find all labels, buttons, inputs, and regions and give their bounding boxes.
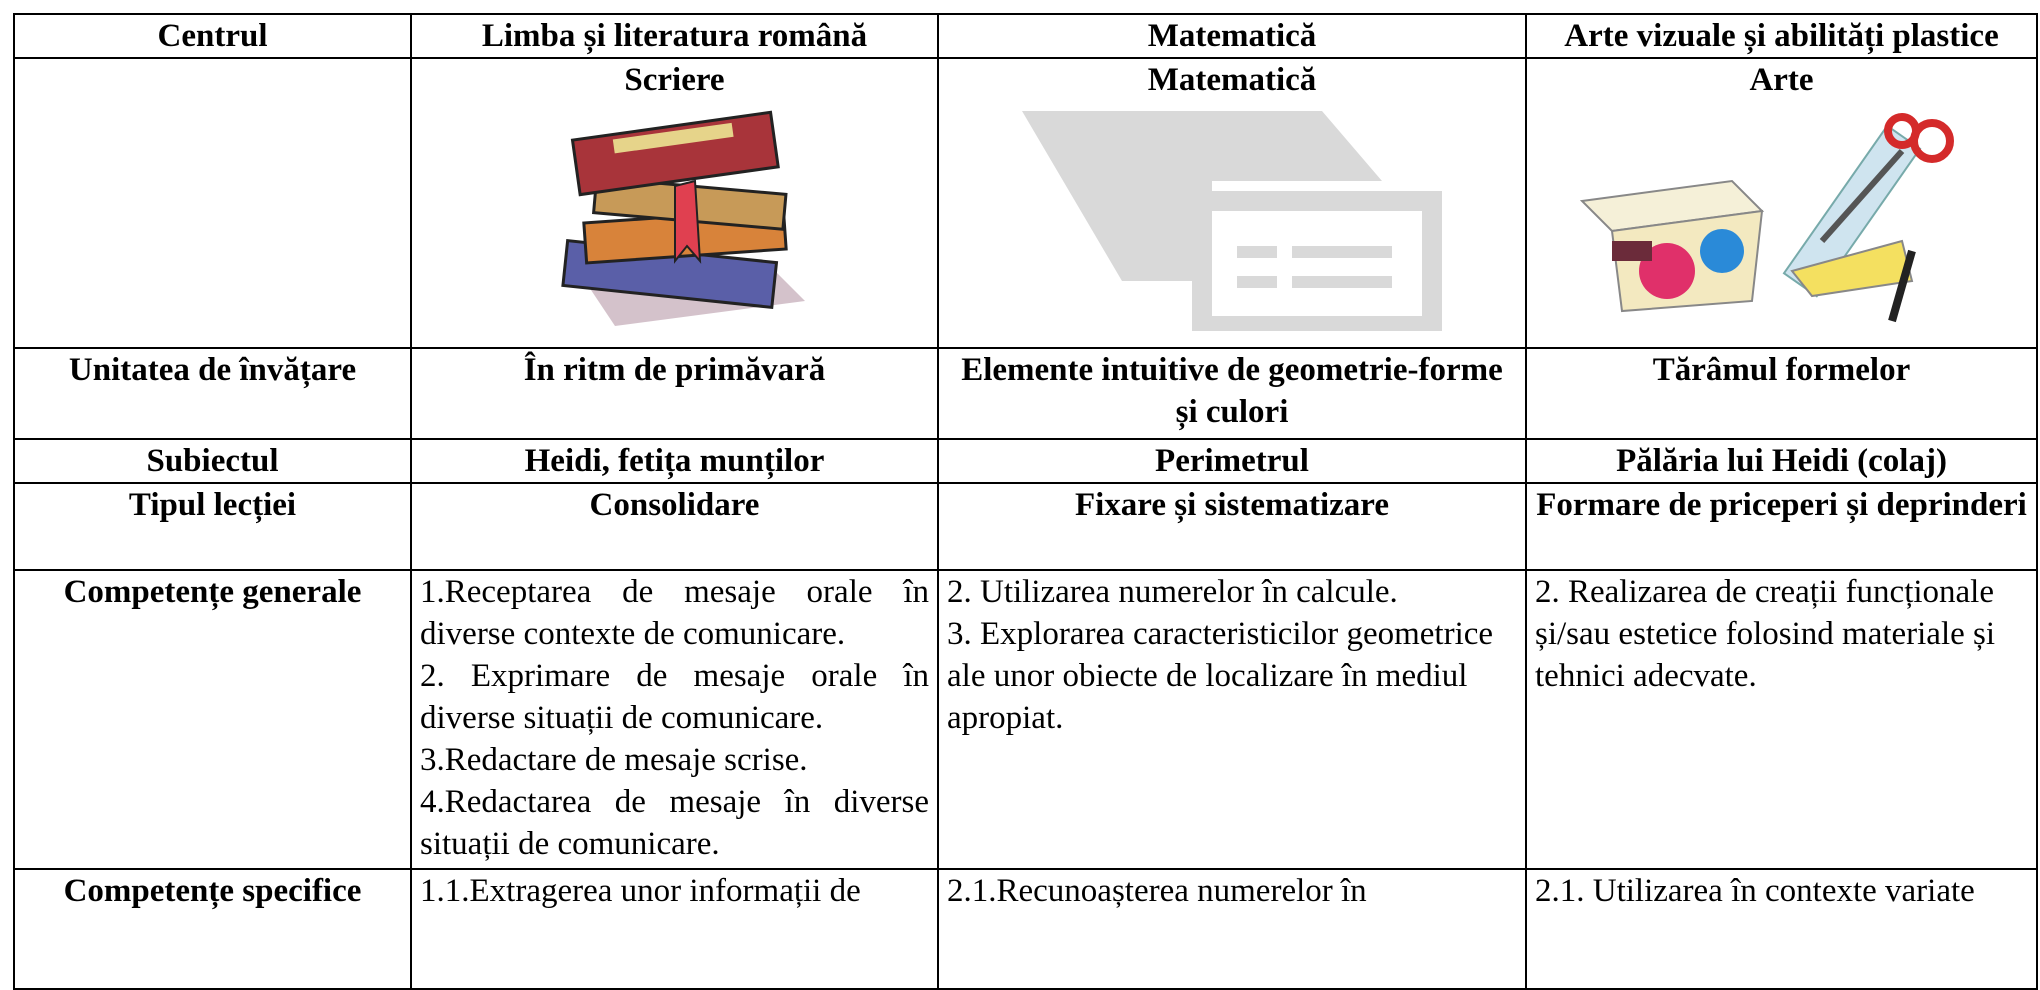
row: Unitatea de învățare În ritm de primăvar… — [13, 347, 2038, 440]
cell: 2. Utilizarea numerelor în calcule. 3. E… — [937, 569, 1527, 870]
row-label: Competențe generale — [13, 569, 412, 870]
center-row: Scriere Matematică — [13, 57, 2038, 349]
cell: 2.1.Recunoașterea numerelor în — [937, 868, 1527, 990]
cell: Formare de priceperi și deprinderi — [1525, 482, 2038, 571]
cell: Heidi, fetița munților — [410, 438, 939, 484]
placeholder-image — [1022, 111, 1442, 331]
cell: Pălăria lui Heidi (colaj) — [1525, 438, 2038, 484]
row-label: Competențe specifice — [13, 868, 412, 990]
cell: 2.1. Utilizarea în contexte variate — [1525, 868, 2038, 990]
header-cell: Arte vizuale și abilități plastice — [1525, 13, 2038, 59]
row: Tipul lecției Consolidare Fixare și sist… — [13, 482, 2038, 571]
list-item: 2.1.Recunoașterea numerelor în — [947, 873, 1367, 909]
cell: Tărâmul formelor — [1525, 347, 2038, 440]
center-title: Scriere — [624, 62, 725, 98]
header-cell: Matematică — [937, 13, 1527, 59]
list-item: 2. Exprimare de mesaje orale în diverse … — [420, 658, 929, 736]
list-item: 2.1. Utilizarea în contexte variate — [1535, 873, 1975, 909]
cell: 1.Receptarea de mesaje orale în diverse … — [410, 569, 939, 870]
header-cell: Centrul — [13, 13, 412, 59]
books-image — [560, 110, 805, 326]
list-item: 3. Explorarea caracteristicilor geometri… — [947, 616, 1494, 736]
center-cell: Matematică — [937, 57, 1527, 349]
row: Competențe generale 1.Receptarea de mesa… — [13, 569, 2038, 870]
list-item: 1.1.Extragerea unor informații de — [420, 873, 861, 909]
list-item: 1.Receptarea de mesaje orale în diverse … — [420, 574, 929, 652]
cell: Elemente intuitive de geometrie-forme și… — [937, 347, 1527, 440]
center-cell: Arte — [1525, 57, 2038, 349]
row: Subiectul Heidi, fetița munților Perimet… — [13, 438, 2038, 484]
art-image — [1579, 113, 1954, 323]
row: Competențe specifice 1.1.Extragerea unor… — [13, 868, 2038, 990]
header-row: Centrul Limba și literatura română Matem… — [13, 13, 2038, 59]
cell — [13, 57, 412, 349]
list-item: 3.Redactare de mesaje scrise. — [420, 742, 808, 778]
cell: În ritm de primăvară — [410, 347, 939, 440]
cell: 1.1.Extragerea unor informații de — [410, 868, 939, 990]
lesson-table: Centrul Limba și literatura română Matem… — [13, 13, 2038, 990]
center-cell: Scriere — [410, 57, 939, 349]
center-title: Matematică — [1147, 62, 1317, 98]
cell: Fixare și sistematizare — [937, 482, 1527, 571]
row-label: Subiectul — [13, 438, 412, 484]
list-item: 2. Utilizarea numerelor în calcule. — [947, 574, 1398, 610]
cell: Perimetrul — [937, 438, 1527, 484]
cell: Consolidare — [410, 482, 939, 571]
page: {"table": { "header": ["Centrul", "Limba… — [13, 13, 2038, 990]
center-title: Arte — [1749, 62, 1814, 98]
cell: 2. Realizarea de creații funcționale și/… — [1525, 569, 2038, 870]
list-item: 2. Realizarea de creații funcționale și/… — [1535, 574, 1996, 694]
row-label: Tipul lecției — [13, 482, 412, 571]
row-label: Unitatea de învățare — [13, 347, 412, 440]
header-cell: Limba și literatura română — [410, 13, 939, 59]
list-item: 4.Redactarea de mesaje în diverse situaț… — [420, 784, 929, 862]
